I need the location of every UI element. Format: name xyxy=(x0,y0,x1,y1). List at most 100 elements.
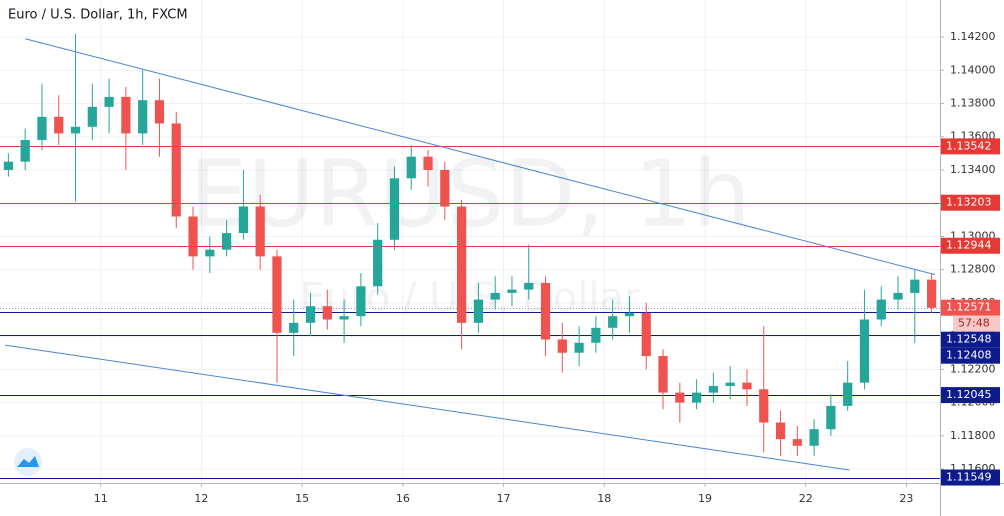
level-label: 1.13542 xyxy=(946,139,992,152)
candle-body xyxy=(608,316,618,328)
candle-body xyxy=(456,206,467,323)
countdown-label: 57:48 xyxy=(958,317,990,330)
candle-body xyxy=(524,282,534,290)
candle-body xyxy=(87,106,97,127)
candle-body xyxy=(591,327,601,343)
candle-body xyxy=(440,169,450,207)
candle-body xyxy=(859,319,870,383)
candle-body xyxy=(893,292,903,300)
candle-body xyxy=(574,342,584,353)
candle-body xyxy=(221,233,232,250)
candle-body xyxy=(272,256,282,333)
x-tick-label: 16 xyxy=(396,492,410,505)
current-price-label-bg xyxy=(941,299,1000,316)
candle-body xyxy=(876,299,886,320)
watermark: EURUSD, 1h xyxy=(189,140,750,247)
level-label: 1.12408 xyxy=(946,349,992,362)
candle-body xyxy=(3,161,14,170)
level-label: 1.11549 xyxy=(946,471,992,484)
chart-title: Euro / U.S. Dollar, 1h, FXCM xyxy=(8,8,188,23)
candle-body xyxy=(37,116,47,141)
x-tick-label: 15 xyxy=(295,492,309,505)
y-tick-label: 1.14000 xyxy=(950,63,996,76)
x-tick-label: 11 xyxy=(94,492,108,505)
y-tick-label: 1.13400 xyxy=(950,163,996,176)
y-tick-label: 1.14200 xyxy=(950,30,996,43)
candle-body xyxy=(171,123,181,217)
logo-circle xyxy=(14,448,42,476)
level-label: 1.12045 xyxy=(946,388,992,401)
candle-body xyxy=(289,322,299,333)
candle-body xyxy=(238,206,249,234)
candle-body xyxy=(339,316,349,320)
x-tick-label: 19 xyxy=(698,492,712,505)
level-label-bg xyxy=(941,331,1000,348)
candle-body xyxy=(54,116,64,134)
candle-body xyxy=(507,289,517,293)
candle-body xyxy=(188,216,198,257)
logo xyxy=(14,448,42,476)
candle-body xyxy=(775,422,786,440)
axes: 1.116001.118001.120001.122001.124001.126… xyxy=(94,30,1000,505)
candle-body xyxy=(255,206,265,257)
candle-body xyxy=(138,100,148,134)
candle-body xyxy=(759,389,769,423)
countdown-bg xyxy=(953,315,1000,332)
level-label: 1.12944 xyxy=(946,239,992,252)
candle-body xyxy=(20,140,30,162)
candle-body xyxy=(708,385,719,393)
y-tick-label: 1.12200 xyxy=(950,362,996,375)
candle-body xyxy=(406,156,416,179)
watermark-subtitle: Euro / U.S. Dollar xyxy=(300,275,641,321)
candle-body xyxy=(725,382,735,386)
candle-body xyxy=(557,339,567,353)
trendline xyxy=(25,38,936,276)
candle-body xyxy=(356,286,366,317)
x-tick-label: 12 xyxy=(194,492,208,505)
candle-body xyxy=(322,306,332,320)
x-tick-label: 18 xyxy=(597,492,611,505)
y-tick-label: 1.13800 xyxy=(950,97,996,110)
candle-body xyxy=(490,292,500,300)
level-label-bg xyxy=(941,138,1000,155)
candle-body xyxy=(658,356,668,393)
level-label-bg xyxy=(941,387,1000,404)
candle-body xyxy=(389,178,400,240)
candle-body xyxy=(843,382,853,406)
x-tick-label: 22 xyxy=(799,492,813,505)
candle-body xyxy=(826,405,836,430)
x-tick-label: 23 xyxy=(899,492,913,505)
plot-area xyxy=(0,33,940,479)
candle-body xyxy=(305,306,316,323)
level-label: 1.12548 xyxy=(946,333,992,346)
logo-mark xyxy=(17,456,39,467)
candle-body xyxy=(910,279,920,293)
candle-body xyxy=(675,392,685,403)
candle-body xyxy=(373,239,383,287)
candle-body xyxy=(809,429,819,446)
level-label-bg xyxy=(941,347,1000,364)
candle-body xyxy=(70,126,81,134)
candle-body xyxy=(205,249,215,257)
candle-body xyxy=(473,299,484,323)
candle-body xyxy=(121,96,131,134)
candle-body xyxy=(691,392,702,403)
level-label-bg xyxy=(941,237,1000,254)
candle-body xyxy=(104,96,114,107)
candle-body xyxy=(742,382,752,390)
candle-body xyxy=(792,439,802,446)
current-price-label: 1.12571 xyxy=(946,301,992,314)
level-label-bg xyxy=(941,469,1000,486)
trendline xyxy=(4,344,850,471)
level-label-bg xyxy=(941,194,1000,211)
candle-body xyxy=(540,282,551,340)
candle-body xyxy=(926,279,937,308)
candle-body xyxy=(641,312,651,357)
level-label: 1.13203 xyxy=(946,196,992,209)
candle-body xyxy=(423,156,433,170)
x-tick-label: 17 xyxy=(497,492,511,505)
candle-body xyxy=(154,100,165,124)
y-tick-label: 1.12800 xyxy=(950,263,996,276)
